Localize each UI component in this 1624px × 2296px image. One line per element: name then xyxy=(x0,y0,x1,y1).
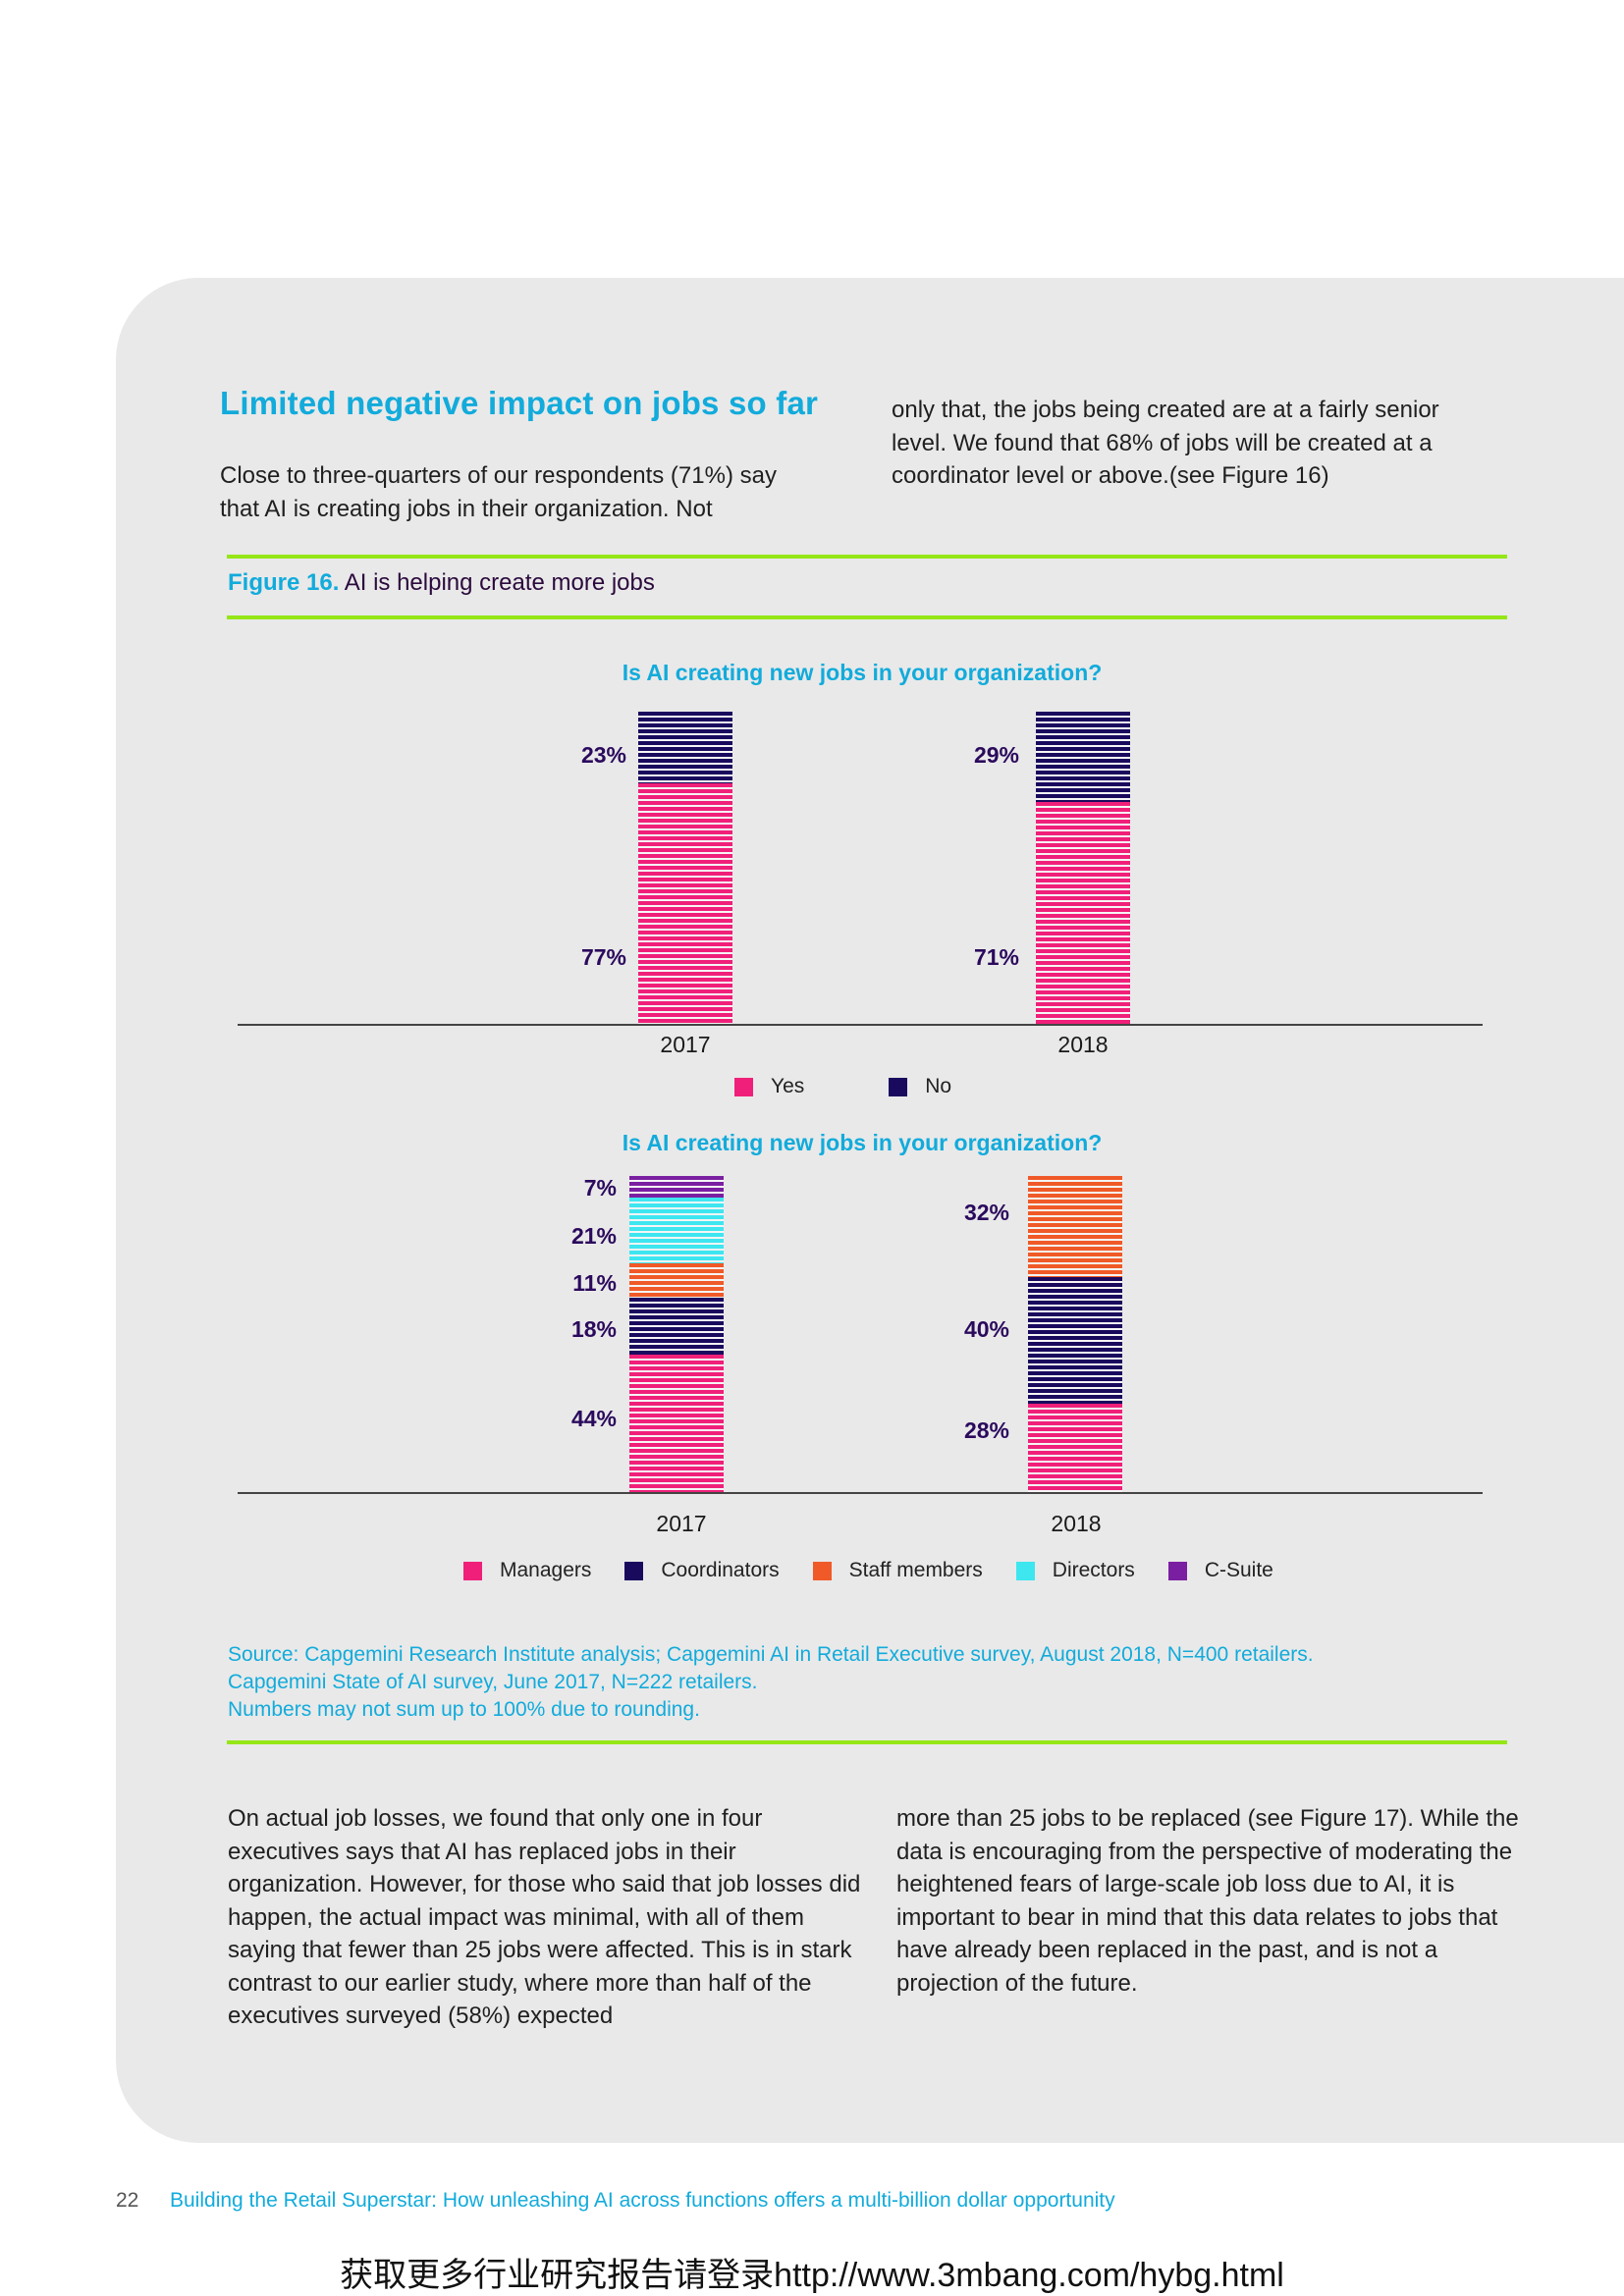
figure-source: Source: Capgemini Research Institute ana… xyxy=(228,1641,1314,1724)
chart2-2017-directors-label: 21% xyxy=(570,1223,617,1249)
legend-swatch-coordinators xyxy=(624,1561,644,1580)
legend-item-staff: Staff members xyxy=(812,1559,983,1582)
chart2-2018-staff-label: 32% xyxy=(963,1200,1009,1225)
chart1-2018-yes-label: 71% xyxy=(973,944,1019,970)
chart1-bar-2018 xyxy=(1036,712,1130,1024)
legend-swatch-staff xyxy=(812,1561,832,1580)
chart1-2017-no-segment xyxy=(638,712,732,784)
legend-swatch-yes xyxy=(734,1077,753,1096)
section-heading: Limited negative impact on jobs so far xyxy=(220,385,819,421)
footer-title: Building the Retail Superstar: How unlea… xyxy=(170,2189,1115,2212)
legend-label-managers: Managers xyxy=(500,1559,592,1581)
legend-item-directors: Directors xyxy=(1015,1559,1135,1582)
chart1-title: Is AI creating new jobs in your organiza… xyxy=(622,660,1103,685)
chart2-2017-coordinators-segment xyxy=(629,1298,724,1355)
figure-header-rule xyxy=(227,615,1507,619)
chart2-bar-2018 xyxy=(1028,1176,1122,1492)
content-panel xyxy=(116,278,1624,2143)
legend-swatch-csuite xyxy=(1167,1561,1187,1580)
chart2-2017-directors-segment xyxy=(629,1198,724,1264)
chart2-2018-managers-segment xyxy=(1028,1403,1122,1492)
chart1-legend: Yes No xyxy=(734,1075,951,1098)
legend-label-coordinators: Coordinators xyxy=(661,1559,780,1581)
source-line-3: Numbers may not sum up to 100% due to ro… xyxy=(228,1698,700,1721)
legend-swatch-managers xyxy=(463,1561,482,1580)
chart2-2018-coordinators-label: 40% xyxy=(963,1316,1009,1342)
intro-paragraph-2: only that, the jobs being created are at… xyxy=(892,397,1439,489)
chart1-2018-no-segment xyxy=(1036,712,1130,803)
legend-item-csuite: C-Suite xyxy=(1167,1559,1273,1582)
chart2-2017-staff-segment xyxy=(629,1263,724,1299)
figure-caption: Figure 16. AI is helping create more job… xyxy=(228,569,655,597)
legend-label-csuite: C-Suite xyxy=(1204,1559,1273,1581)
chart2-2017-csuite-label: 7% xyxy=(583,1175,617,1201)
body-paragraph-2: more than 25 jobs to be replaced (see Fi… xyxy=(896,1805,1519,1997)
chart2-2017-coordinators-label: 18% xyxy=(570,1316,617,1342)
chart1-2017-yes-segment xyxy=(638,783,732,1024)
legend-label-yes: Yes xyxy=(771,1075,805,1097)
chart1-bar-2017 xyxy=(638,712,732,1024)
legend-label-no: No xyxy=(925,1075,952,1097)
chart2-bar-2017 xyxy=(629,1176,724,1492)
figure-bottom-rule xyxy=(227,1740,1507,1744)
chart2-2017-managers-label: 44% xyxy=(570,1406,617,1431)
chart1-x-axis xyxy=(238,1024,1483,1026)
figure-label: Figure 16. xyxy=(228,569,340,596)
chart1-tick-2017: 2017 xyxy=(660,1032,711,1057)
legend-item-managers: Managers xyxy=(463,1559,591,1582)
chart1-2018-no-label: 29% xyxy=(973,742,1019,768)
chart2-2017-managers-segment xyxy=(629,1354,724,1492)
chart2-2017-csuite-segment xyxy=(629,1176,724,1199)
chart1-tick-2018: 2018 xyxy=(1057,1032,1109,1057)
legend-item-no: No xyxy=(889,1075,951,1098)
intro-paragraph-1: Close to three-quarters of our responden… xyxy=(220,462,777,522)
chart1-2018-yes-segment xyxy=(1036,802,1130,1024)
chart2-legend: Managers Coordinators Staff members Dire… xyxy=(463,1559,1273,1582)
chart2-tick-2017: 2017 xyxy=(656,1511,707,1536)
legend-item-coordinators: Coordinators xyxy=(624,1559,780,1582)
chart2-title: Is AI creating new jobs in your organiza… xyxy=(622,1130,1103,1155)
chart1-2017-yes-label: 77% xyxy=(580,944,626,970)
body-paragraph-1: On actual job losses, we found that only… xyxy=(228,1805,861,2029)
legend-swatch-directors xyxy=(1015,1561,1035,1580)
chart2-2018-coordinators-segment xyxy=(1028,1277,1122,1404)
legend-swatch-no xyxy=(889,1077,908,1096)
source-line-1: Source: Capgemini Research Institute ana… xyxy=(228,1643,1314,1666)
chart2-tick-2018: 2018 xyxy=(1051,1511,1102,1536)
legend-item-yes: Yes xyxy=(734,1075,804,1098)
page-number: 22 xyxy=(116,2189,139,2212)
legend-label-directors: Directors xyxy=(1052,1559,1135,1581)
chart2-2017-staff-label: 11% xyxy=(572,1270,617,1296)
figure-top-rule xyxy=(227,555,1507,559)
source-line-2: Capgemini State of AI survey, June 2017,… xyxy=(228,1671,758,1693)
chart2-2018-managers-label: 28% xyxy=(963,1417,1009,1443)
legend-label-staff: Staff members xyxy=(848,1559,983,1581)
chart2-2018-staff-segment xyxy=(1028,1176,1122,1278)
chart1-2017-no-label: 23% xyxy=(580,742,626,768)
watermark-text: 获取更多行业研究报告请登录http://www.3mbang.com/hybg.… xyxy=(340,2257,1284,2294)
chart2-x-axis xyxy=(238,1492,1483,1494)
figure-title: AI is helping create more jobs xyxy=(344,569,655,596)
